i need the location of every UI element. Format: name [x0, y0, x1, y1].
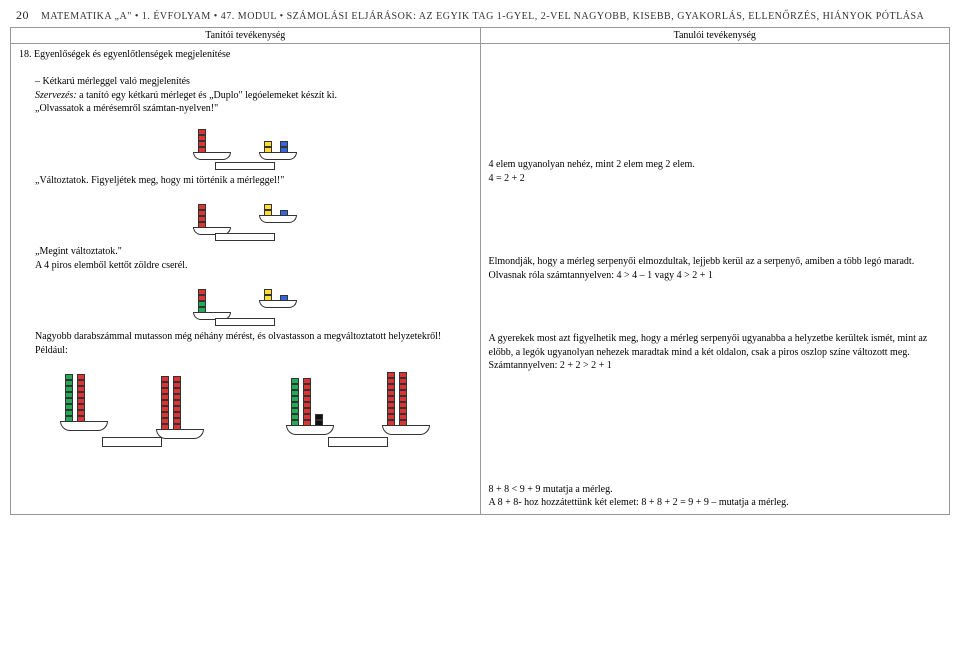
student-text-3a: A gyerekek most azt figyelhetik meg, hog…	[489, 332, 942, 359]
student-text-3b: Számtannyelven: 2 + 2 > 2 + 1	[489, 359, 942, 373]
student-text-4a: 8 + 8 < 9 + 9 mutatja a mérleg.	[489, 483, 942, 497]
student-text-2a: Elmondják, hogy a mérleg serpenyői elmoz…	[489, 255, 942, 269]
teacher-cell: 18. Egyenlőségek és egyenlőtlenségek meg…	[11, 44, 481, 515]
bullet-text: a tanító egy kétkarú mérleget és „Duplo"…	[77, 90, 337, 101]
module: 47. MODUL	[221, 11, 277, 22]
change-text-3b: Például:	[35, 344, 472, 358]
change-text-2b: A 4 piros elemből kettőt zöldre cserél.	[35, 259, 472, 273]
grade: 1. ÉVFOLYAM	[142, 11, 211, 22]
student-text-2b: Olvasnak róla számtannyelven: 4 > 4 – 1 …	[489, 269, 942, 283]
student-text-1a: 4 elem ugyanolyan nehéz, mint 2 elem meg…	[489, 158, 942, 172]
quote-text: „Olvassatok a mérésemről számtan-nyelven…	[35, 103, 218, 114]
student-text-4b: A 8 + 8- hoz hozzátettünk két elemet: 8 …	[489, 496, 942, 510]
change-text-2a: „Megint változtatok."	[35, 245, 472, 259]
student-cell: 4 elem ugyanolyan nehéz, mint 2 elem meg…	[480, 44, 950, 515]
student-text-1b: 4 = 2 + 2	[489, 172, 942, 186]
large-balance-row	[19, 357, 472, 447]
large-balance-2	[278, 357, 438, 447]
page-header: 20 MATEMATIKA „A" • 1. ÉVFOLYAM • 47. MO…	[0, 0, 960, 27]
balance-figure-1	[19, 120, 472, 170]
bullet-block: – Kétkarú mérleggel való megjelenítés Sz…	[35, 75, 472, 116]
subject: MATEMATIKA „A"	[41, 11, 132, 22]
change-text-3: Nagyobb darabszámmal mutasson még néhány…	[35, 330, 472, 344]
col-header-right: Tanulói tevékenység	[480, 28, 950, 44]
activity-table: Tanítói tevékenység Tanulói tevékenység …	[10, 27, 950, 515]
balance-figure-3	[19, 276, 472, 326]
balance-figure-2	[19, 191, 472, 241]
label-szervezes: Szervezés:	[35, 90, 77, 101]
section-title: 18. Egyenlőségek és egyenlőtlenségek meg…	[19, 48, 472, 62]
large-balance-1	[52, 357, 212, 447]
bullet-text: Kétkarú mérleggel való megjelenítés	[43, 76, 190, 87]
page-number: 20	[16, 8, 29, 22]
change-text-1: „Változtatok. Figyeljétek meg, hogy mi t…	[35, 174, 472, 188]
col-header-left: Tanítói tevékenység	[11, 28, 481, 44]
module-title: SZÁMOLÁSI ELJÁRÁSOK: AZ EGYIK TAG 1-GYEL…	[287, 11, 925, 22]
